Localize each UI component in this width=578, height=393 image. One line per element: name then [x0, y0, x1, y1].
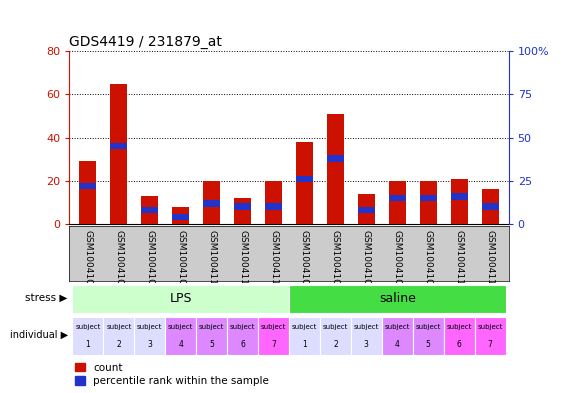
Bar: [358, 194, 375, 224]
Bar: [258, 317, 289, 355]
Text: subject: subject: [477, 324, 503, 331]
Text: stress ▶: stress ▶: [25, 293, 68, 303]
Text: GSM1004106: GSM1004106: [145, 230, 154, 291]
Text: individual ▶: individual ▶: [10, 330, 68, 340]
Bar: [420, 181, 437, 224]
Bar: [351, 317, 382, 355]
Legend: count, percentile rank within the sample: count, percentile rank within the sample: [75, 363, 269, 386]
Text: GSM1004110: GSM1004110: [207, 230, 216, 291]
Text: 4: 4: [395, 340, 400, 349]
Text: 7: 7: [488, 340, 492, 349]
Text: GSM1004109: GSM1004109: [424, 230, 433, 291]
Text: saline: saline: [379, 292, 416, 305]
Text: 3: 3: [147, 340, 152, 349]
Text: GSM1004101: GSM1004101: [300, 230, 309, 291]
Bar: [481, 204, 499, 210]
Text: GSM1004102: GSM1004102: [83, 230, 92, 291]
Bar: [327, 114, 344, 224]
Text: subject: subject: [199, 324, 224, 331]
Text: subject: subject: [168, 324, 194, 331]
Text: subject: subject: [416, 324, 441, 331]
Text: 6: 6: [240, 340, 245, 349]
Text: 2: 2: [333, 340, 338, 349]
Text: 5: 5: [426, 340, 431, 349]
Bar: [72, 317, 103, 355]
Bar: [420, 195, 437, 201]
Bar: [475, 317, 506, 355]
Bar: [79, 161, 97, 224]
Bar: [289, 317, 320, 355]
Text: 1: 1: [86, 340, 90, 349]
Bar: [110, 143, 127, 149]
Text: 6: 6: [457, 340, 462, 349]
Text: 3: 3: [364, 340, 369, 349]
Bar: [289, 285, 506, 313]
Text: GSM1004103: GSM1004103: [331, 230, 340, 291]
Text: subject: subject: [446, 324, 472, 331]
Bar: [389, 195, 406, 201]
Bar: [172, 207, 189, 224]
Bar: [72, 285, 289, 313]
Text: subject: subject: [230, 324, 255, 331]
Text: subject: subject: [384, 324, 410, 331]
Text: GSM1004114: GSM1004114: [269, 230, 278, 291]
Bar: [265, 181, 282, 224]
Bar: [110, 83, 127, 224]
Text: subject: subject: [354, 324, 379, 331]
Bar: [451, 178, 468, 224]
Text: 2: 2: [117, 340, 121, 349]
Bar: [141, 207, 158, 213]
Text: LPS: LPS: [169, 292, 192, 305]
Bar: [203, 200, 220, 206]
Text: subject: subject: [323, 324, 348, 331]
Bar: [134, 317, 165, 355]
Text: subject: subject: [261, 324, 286, 331]
Bar: [296, 142, 313, 224]
Bar: [203, 181, 220, 224]
Bar: [172, 214, 189, 220]
Bar: [320, 317, 351, 355]
Bar: [444, 317, 475, 355]
Bar: [413, 317, 444, 355]
Bar: [196, 317, 227, 355]
Bar: [296, 176, 313, 182]
Text: 5: 5: [209, 340, 214, 349]
Bar: [389, 181, 406, 224]
Text: GDS4419 / 231879_at: GDS4419 / 231879_at: [69, 35, 222, 49]
Bar: [382, 317, 413, 355]
Bar: [481, 189, 499, 224]
Text: GSM1004113: GSM1004113: [486, 230, 495, 291]
Bar: [79, 183, 97, 189]
Text: 7: 7: [271, 340, 276, 349]
Bar: [234, 198, 251, 224]
Bar: [227, 317, 258, 355]
Bar: [327, 155, 344, 162]
Text: GSM1004105: GSM1004105: [362, 230, 371, 291]
Bar: [234, 204, 251, 210]
Bar: [165, 317, 196, 355]
Text: 4: 4: [178, 340, 183, 349]
Text: 1: 1: [302, 340, 307, 349]
Bar: [265, 204, 282, 210]
Bar: [358, 207, 375, 213]
Text: GSM1004112: GSM1004112: [238, 230, 247, 291]
Text: subject: subject: [75, 324, 101, 331]
Text: GSM1004108: GSM1004108: [176, 230, 185, 291]
Text: GSM1004104: GSM1004104: [114, 230, 123, 291]
Text: subject: subject: [137, 324, 162, 331]
Text: GSM1004111: GSM1004111: [455, 230, 464, 291]
Text: subject: subject: [292, 324, 317, 331]
Bar: [451, 193, 468, 200]
Text: GSM1004107: GSM1004107: [393, 230, 402, 291]
Bar: [141, 196, 158, 224]
Text: subject: subject: [106, 324, 132, 331]
Bar: [103, 317, 134, 355]
